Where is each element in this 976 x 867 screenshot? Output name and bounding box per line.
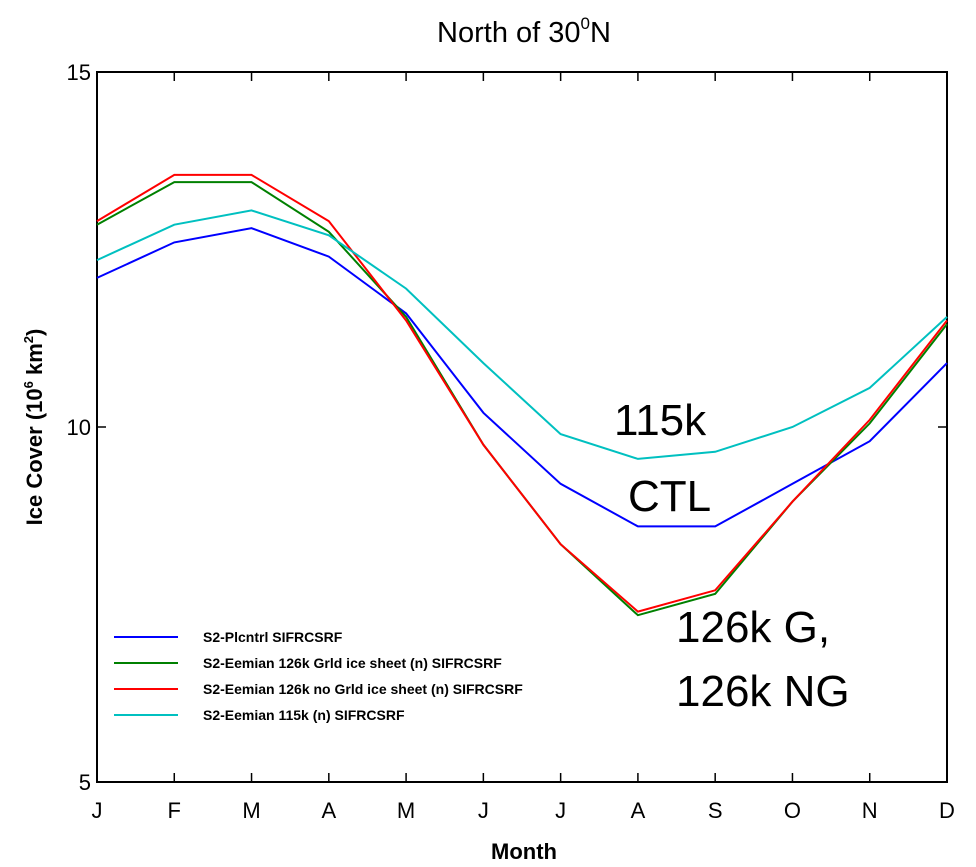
legend: S2-Plcntrl SIFRCSRF S2-Eemian 126k Grld … [114, 629, 523, 723]
y-axis-label-suffix: ) [22, 329, 47, 336]
annotation-126k-ng: 126k NG [676, 667, 850, 716]
y-axis-label-sup-2: 2 [21, 336, 36, 343]
x-tick-label-10: N [862, 798, 878, 823]
legend-label-plcntrl: S2-Plcntrl SIFRCSRF [203, 629, 343, 645]
annotation-ctl: CTL [628, 472, 711, 521]
x-tick-label-2: M [242, 798, 260, 823]
x-tick-label-3: A [321, 798, 336, 823]
y-tick-label-2: 15 [67, 60, 91, 85]
x-tick-label-9: O [784, 798, 801, 823]
tick-marks [96, 71, 948, 783]
x-tick-label-4: M [397, 798, 415, 823]
y-axis-label: Ice Cover (106 km2) [21, 329, 47, 526]
y-axis-label-sup-1: 6 [21, 381, 36, 388]
y-tick-label-0: 5 [79, 770, 91, 795]
chart-title-prefix: North of 30 [437, 17, 580, 49]
x-tick-label-5: J [478, 798, 489, 823]
x-tick-label-6: J [555, 798, 566, 823]
series-line-0 [96, 227, 948, 528]
x-tick-label-1: F [168, 798, 181, 823]
chart-title-suffix: N [590, 17, 611, 49]
series-line-3 [96, 209, 948, 460]
x-tick-label-8: S [708, 798, 723, 823]
x-axis-label: Month [491, 839, 557, 864]
y-axis-label-mid: km [22, 343, 47, 381]
legend-label-126k-grld: S2-Eemian 126k Grld ice sheet (n) SIFRCS… [203, 655, 502, 671]
x-tick-label-0: J [92, 798, 103, 823]
chart-title: North of 300N [437, 14, 611, 49]
x-tick-label-11: D [939, 798, 955, 823]
y-tick-label-1: 10 [67, 415, 91, 440]
legend-label-115k: S2-Eemian 115k (n) SIFRCSRF [203, 707, 405, 723]
series-lines [96, 173, 948, 617]
chart-title-sup: 0 [581, 14, 590, 33]
y-axis-label-prefix: Ice Cover (10 [22, 388, 47, 525]
annotation-115k: 115k [614, 396, 707, 445]
annotation-126k-g: 126k G, [676, 603, 830, 652]
plot-area-frame [96, 71, 948, 783]
y-tick-labels: 5 10 15 [67, 60, 91, 795]
series-line-2 [96, 173, 948, 613]
legend-label-126k-no-grld: S2-Eemian 126k no Grld ice sheet (n) SIF… [203, 681, 523, 697]
x-tick-label-7: A [631, 798, 646, 823]
